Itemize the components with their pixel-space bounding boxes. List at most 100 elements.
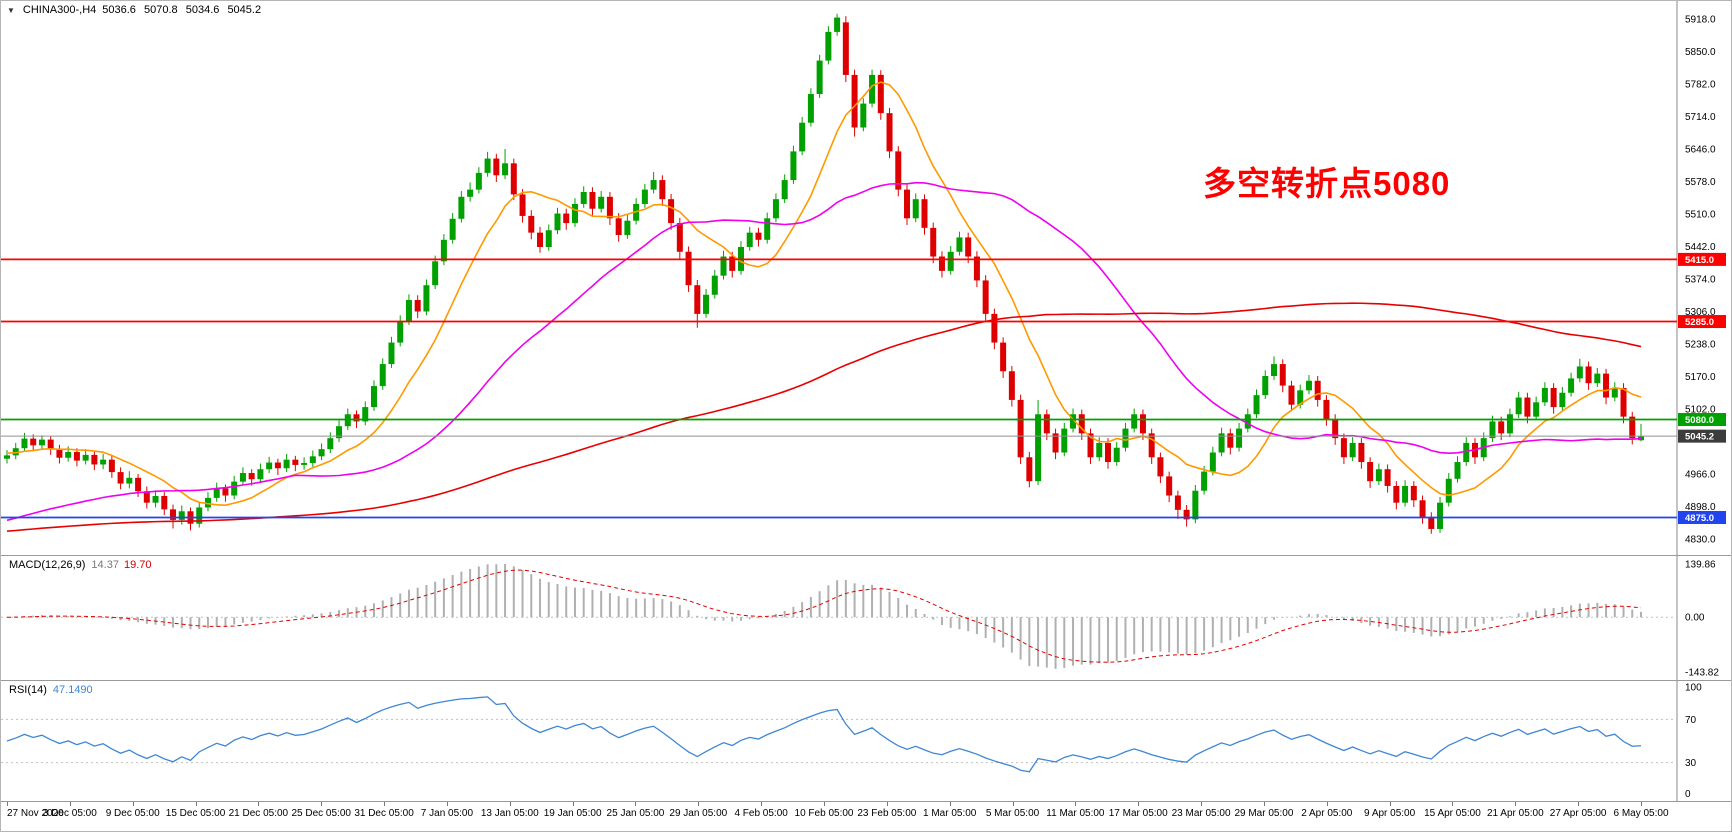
time-label: 11 Mar 05:00 <box>1046 808 1105 819</box>
macd-name: MACD(12,26,9) <box>9 559 86 571</box>
time-tick <box>1452 802 1454 806</box>
high-value: 5070.8 <box>144 4 178 16</box>
time-tick <box>69 802 71 806</box>
time-tick <box>949 802 951 806</box>
main-chart-pane: ▼ CHINA300-,H4 5036.6 5070.8 5034.6 5045… <box>1 1 1732 555</box>
time-tick <box>321 802 323 806</box>
time-tick <box>132 802 134 806</box>
svg-text:5714.0: 5714.0 <box>1685 112 1716 123</box>
svg-text:5442.0: 5442.0 <box>1685 242 1716 253</box>
time-tick <box>1138 802 1140 806</box>
open-value: 5036.6 <box>102 4 136 16</box>
macd-histogram <box>14 564 1642 669</box>
rsi-canvas[interactable]: 100 70 30 0 <box>1 681 1732 801</box>
svg-text:70: 70 <box>1685 715 1697 726</box>
time-label: 25 Dec 05:00 <box>291 808 351 819</box>
time-label: 29 Jan 05:00 <box>669 808 728 819</box>
time-label: 21 Apr 05:00 <box>1486 808 1544 819</box>
svg-text:5646.0: 5646.0 <box>1685 145 1716 156</box>
rsi-value: 47.1490 <box>52 684 93 696</box>
svg-text:5918.0: 5918.0 <box>1685 15 1716 26</box>
svg-text:5238.0: 5238.0 <box>1685 340 1716 351</box>
time-axis[interactable]: 27 Nov 2020 3 Dec 05:00 9 Dec 05:00 15 Dec … <box>1 801 1731 831</box>
time-tick <box>761 802 763 806</box>
svg-text:5306.0: 5306.0 <box>1685 307 1716 318</box>
rsi-label: RSI(14) 47.1490 <box>9 684 93 696</box>
svg-text:5510.0: 5510.0 <box>1685 210 1716 221</box>
time-tick <box>195 802 197 806</box>
time-label: 9 Apr 05:00 <box>1364 808 1416 819</box>
rsi-pane: RSI(14) 47.1490 100 70 30 0 <box>1 680 1732 801</box>
time-label: 13 Jan 05:00 <box>480 808 539 819</box>
time-tick <box>1201 802 1203 806</box>
ma-medium-line <box>6 181 1642 522</box>
time-label: 5 Mar 05:00 <box>985 808 1040 819</box>
time-label: 31 Dec 05:00 <box>354 808 414 819</box>
collapse-icon[interactable]: ▼ <box>7 5 15 15</box>
macd-canvas[interactable]: 139.86 0.00 -143.82 <box>1 556 1732 680</box>
time-label: 4 Feb 05:00 <box>734 808 788 819</box>
svg-text:4875.0: 4875.0 <box>1685 513 1714 524</box>
svg-text:5170.0: 5170.0 <box>1685 372 1716 383</box>
time-tick <box>572 802 574 806</box>
time-label: 7 Jan 05:00 <box>420 808 474 819</box>
time-label: 10 Feb 05:00 <box>794 808 854 819</box>
macd-main-value: 14.37 <box>91 559 119 571</box>
time-label: 27 Apr 05:00 <box>1549 808 1607 819</box>
svg-text:30: 30 <box>1685 758 1697 769</box>
time-label: 25 Jan 05:00 <box>606 808 665 819</box>
time-label: 23 Feb 05:00 <box>857 808 917 819</box>
time-tick <box>635 802 637 806</box>
svg-text:4898.0: 4898.0 <box>1685 502 1716 513</box>
price-axis-labels: 5918.0 5850.0 5782.0 5714.0 5646.0 5578.0 5510… <box>1685 15 1716 546</box>
svg-text:5782.0: 5782.0 <box>1685 80 1716 91</box>
svg-text:0: 0 <box>1685 789 1691 800</box>
main-chart-canvas[interactable]: 5918.0 5850.0 5782.0 5714.0 5646.0 5578.0 5510… <box>1 1 1732 555</box>
candles-layer[interactable] <box>4 13 1644 534</box>
price-tags: 5415.0 5285.0 5080.0 4875.0 5045.2 <box>1678 252 1726 524</box>
time-tick <box>509 802 511 806</box>
symbol-period-label: CHINA300-,H4 <box>22 4 97 16</box>
time-tick <box>1326 802 1328 806</box>
ohlc-readout: 5036.6 5070.8 5034.6 5045.2 <box>102 4 266 16</box>
ma-fast-line <box>6 81 1642 507</box>
horizontal-level-lines[interactable] <box>1 258 1677 519</box>
time-label: 3 Dec 05:00 <box>42 808 97 819</box>
svg-text:5374.0: 5374.0 <box>1685 275 1716 286</box>
chart-header: ▼ CHINA300-,H4 5036.6 5070.8 5034.6 5045… <box>7 4 266 16</box>
macd-axis-labels: 139.86 0.00 -143.82 <box>1685 560 1719 679</box>
time-label: 9 Dec 05:00 <box>105 808 160 819</box>
rsi-name: RSI(14) <box>9 684 47 696</box>
svg-text:0.00: 0.00 <box>1685 613 1705 624</box>
macd-signal-line <box>6 569 1642 663</box>
time-label: 19 Jan 05:00 <box>543 808 602 819</box>
rsi-axis-labels: 100 70 30 0 <box>1685 683 1702 801</box>
macd-signal-value: 19.70 <box>123 559 152 571</box>
svg-text:100: 100 <box>1685 683 1702 694</box>
macd-label: MACD(12,26,9) 14.37 19.70 <box>9 559 151 571</box>
time-tick <box>446 802 448 806</box>
close-value: 5045.2 <box>227 4 262 16</box>
time-label: 6 May 05:00 <box>1613 808 1669 819</box>
time-tick <box>1515 802 1517 806</box>
svg-text:4830.0: 4830.0 <box>1685 535 1716 546</box>
time-tick <box>1389 802 1391 806</box>
time-label: 17 Mar 05:00 <box>1108 808 1168 819</box>
time-tick <box>1641 802 1642 806</box>
time-label: 27 Nov 2020 <box>7 808 64 819</box>
time-label: 23 Mar 05:00 <box>1171 808 1231 819</box>
svg-text:139.86: 139.86 <box>1685 560 1716 571</box>
time-label: 15 Apr 05:00 <box>1424 808 1481 819</box>
time-label: 15 Dec 05:00 <box>165 808 226 819</box>
time-label: 21 Dec 05:00 <box>228 808 289 819</box>
svg-text:5285.0: 5285.0 <box>1685 317 1714 328</box>
time-tick <box>384 802 386 806</box>
time-tick <box>1263 802 1265 806</box>
svg-text:5102.0: 5102.0 <box>1685 405 1716 416</box>
annotation-text: 多空转折点5080 <box>1203 165 1451 202</box>
time-tick <box>1578 802 1580 806</box>
time-tick <box>7 802 8 806</box>
svg-text:5578.0: 5578.0 <box>1685 177 1716 188</box>
rsi-line <box>6 696 1642 773</box>
